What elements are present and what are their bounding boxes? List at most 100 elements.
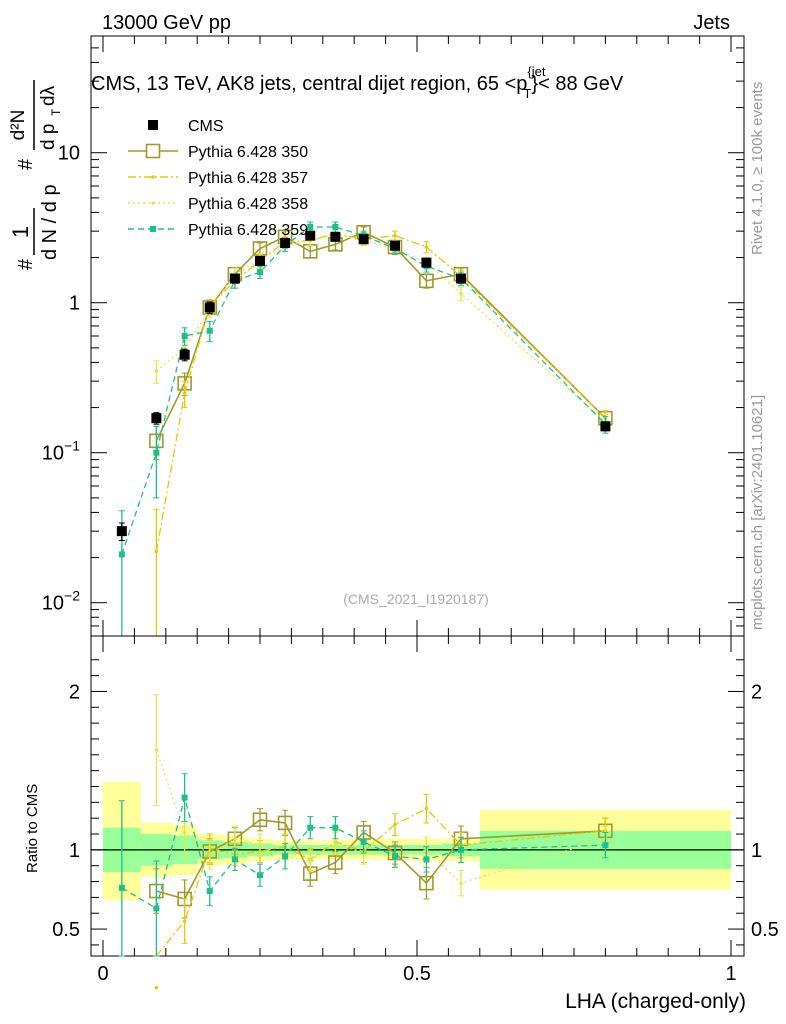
point-cms	[179, 349, 190, 360]
ratio-ytick-label-left: 2	[69, 681, 80, 703]
main-panel: 10−2 10−1 1 10	[42, 35, 745, 637]
series-line-p357	[155, 232, 606, 552]
point-p358	[207, 852, 212, 857]
point-p357	[424, 245, 429, 249]
point-p358	[258, 843, 262, 847]
legend-item-p350: Pythia 6.428 350	[128, 143, 308, 161]
ylabel-hash-1: #	[15, 258, 37, 270]
legend-item-p359: Pythia 6.428 359	[128, 222, 308, 239]
point-cms	[204, 302, 215, 313]
point-p359	[153, 449, 160, 456]
point-p357	[154, 985, 159, 990]
plot-title-sub: T	[523, 86, 531, 101]
ratio-ytick-label-right: 2	[751, 681, 762, 703]
point-p358	[154, 369, 159, 373]
point-p357	[182, 391, 187, 395]
point-p359	[392, 853, 399, 860]
ylabel-t: T	[49, 108, 63, 116]
point-cms	[390, 240, 401, 251]
point-cms	[455, 273, 466, 284]
ratio-ytick-label-right: 0.5	[751, 919, 779, 941]
main-ylabel: # 1 d N / d p # d²N d p T dλ	[8, 80, 63, 270]
point-p358	[154, 748, 159, 752]
legend-item-cms: CMS	[148, 118, 224, 135]
legend-item-p357: Pythia 6.428 357	[128, 170, 308, 187]
point-p359	[206, 888, 213, 895]
point-p357	[182, 919, 187, 923]
ylabel-hash-2: #	[15, 158, 37, 170]
main-ytick-label: 10−1	[42, 438, 80, 465]
point-p358	[233, 836, 237, 841]
series-line-p359	[121, 226, 606, 555]
series-line-p359	[121, 795, 606, 910]
legend-marker-cms	[148, 120, 158, 130]
point-p359	[332, 223, 339, 230]
point-cms	[151, 413, 162, 424]
main-ytick-label: 10	[58, 143, 80, 165]
ylabel-dp: d p	[38, 124, 59, 150]
point-p359	[332, 824, 339, 831]
x-axis-label: LHA (charged-only)	[565, 990, 746, 1013]
side-mcplots-text: mcplots.cern.ch [arXiv:2401.10621]	[749, 395, 766, 630]
header-right: Jets	[693, 12, 730, 34]
point-p359	[153, 905, 160, 912]
legend-item-p358: Pythia 6.428 358	[128, 196, 308, 213]
ratio-panel: 0.5 0.5 1 1 2 2 0 0.5 1	[52, 635, 779, 990]
main-ytick-label: 10−2	[42, 588, 80, 615]
series-line-p358	[155, 233, 606, 423]
point-p359	[181, 333, 188, 339]
point-p359	[457, 846, 464, 853]
ylabel-num: d²N	[8, 110, 29, 141]
point-p359	[118, 884, 125, 891]
x-tick-label: 0.5	[403, 963, 431, 985]
ratio-ytick-label-right: 1	[751, 840, 762, 862]
point-cms	[255, 255, 265, 266]
point-p358	[308, 859, 313, 863]
point-p358	[459, 291, 463, 296]
point-p350	[419, 273, 434, 289]
point-p359	[257, 872, 263, 879]
point-p359	[231, 856, 238, 863]
point-p350	[252, 812, 268, 828]
series-line-p350	[155, 231, 606, 442]
ratio-ytick-label-left: 1	[69, 840, 80, 862]
point-p359	[257, 269, 263, 276]
point-p359	[206, 327, 213, 334]
point-p350	[419, 875, 434, 891]
legend-label-p359: Pythia 6.428 359	[188, 222, 308, 239]
point-p359	[181, 794, 188, 801]
point-p350	[328, 855, 343, 870]
point-p359	[602, 842, 609, 849]
legend-label-p357: Pythia 6.428 357	[188, 170, 308, 187]
side-rivet-text: Rivet 4.1.0, ≥ 100k events	[749, 82, 766, 255]
x-tick-label: 1	[725, 963, 736, 985]
ylabel-one: 1	[8, 226, 33, 238]
ratio-frame	[90, 635, 745, 957]
point-p359	[307, 824, 314, 831]
point-cms	[280, 238, 291, 249]
point-cms	[600, 421, 611, 432]
x-tick-label: 0	[97, 963, 108, 985]
ylabel-dn: d N / d p	[39, 184, 61, 260]
legend-label-cms: CMS	[188, 118, 224, 135]
legend-marker-p357	[151, 175, 155, 179]
point-p359	[307, 223, 314, 230]
plot-title-sup: {jet	[527, 64, 545, 79]
header-left: 13000 GeV pp	[102, 12, 231, 34]
legend-label-p350: Pythia 6.428 350	[188, 144, 308, 161]
point-p358	[333, 841, 338, 846]
point-p358	[182, 830, 187, 835]
point-p359	[118, 551, 125, 558]
point-cms	[330, 231, 341, 242]
point-p358	[459, 881, 463, 885]
point-cms	[229, 273, 240, 284]
ylabel-dl: dλ	[38, 85, 59, 106]
point-cms	[116, 526, 127, 537]
ratio-ylabel: Ratio to CMS	[24, 784, 41, 873]
point-p359	[282, 853, 289, 860]
point-p350	[277, 815, 293, 831]
point-p357	[154, 549, 159, 554]
point-p359	[423, 856, 430, 863]
legend: CMS Pythia 6.428 350 Pythia 6.428 357 Pythi…	[128, 118, 308, 239]
